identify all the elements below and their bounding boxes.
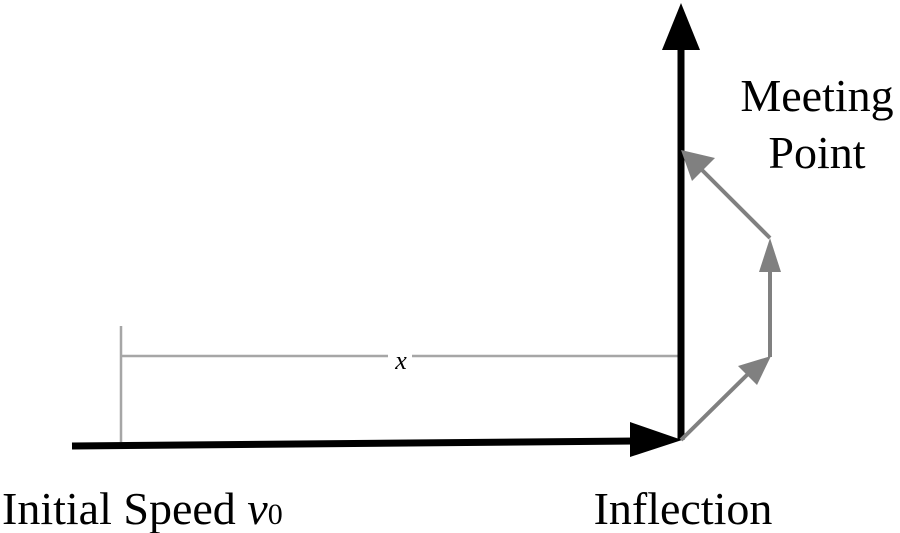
- trajectory-segment-3: [700, 168, 772, 240]
- trajectory-segment-1: [679, 368, 754, 442]
- horizontal-path: [71, 437, 637, 450]
- horizontal-arrow-head: [630, 422, 682, 457]
- initial-speed-label: Initial Speed v0: [2, 483, 283, 533]
- meeting-point-label-line1: Meeting: [740, 70, 893, 121]
- distance-label: x: [394, 346, 407, 375]
- meeting-point-label-line2: Point: [768, 127, 865, 178]
- inflection-label: Inflection: [594, 483, 773, 533]
- initial-speed-variable: v: [247, 483, 268, 533]
- initial-speed-subscript: 0: [268, 498, 283, 531]
- initial-speed-text: Initial Speed: [2, 483, 247, 533]
- distance-label-bg: [388, 342, 412, 372]
- trajectory-arrow-3: [681, 150, 715, 181]
- trajectory-arrow-2: [759, 238, 781, 272]
- vertical-arrow-head: [662, 3, 700, 50]
- trajectory-arrow-1: [738, 356, 771, 385]
